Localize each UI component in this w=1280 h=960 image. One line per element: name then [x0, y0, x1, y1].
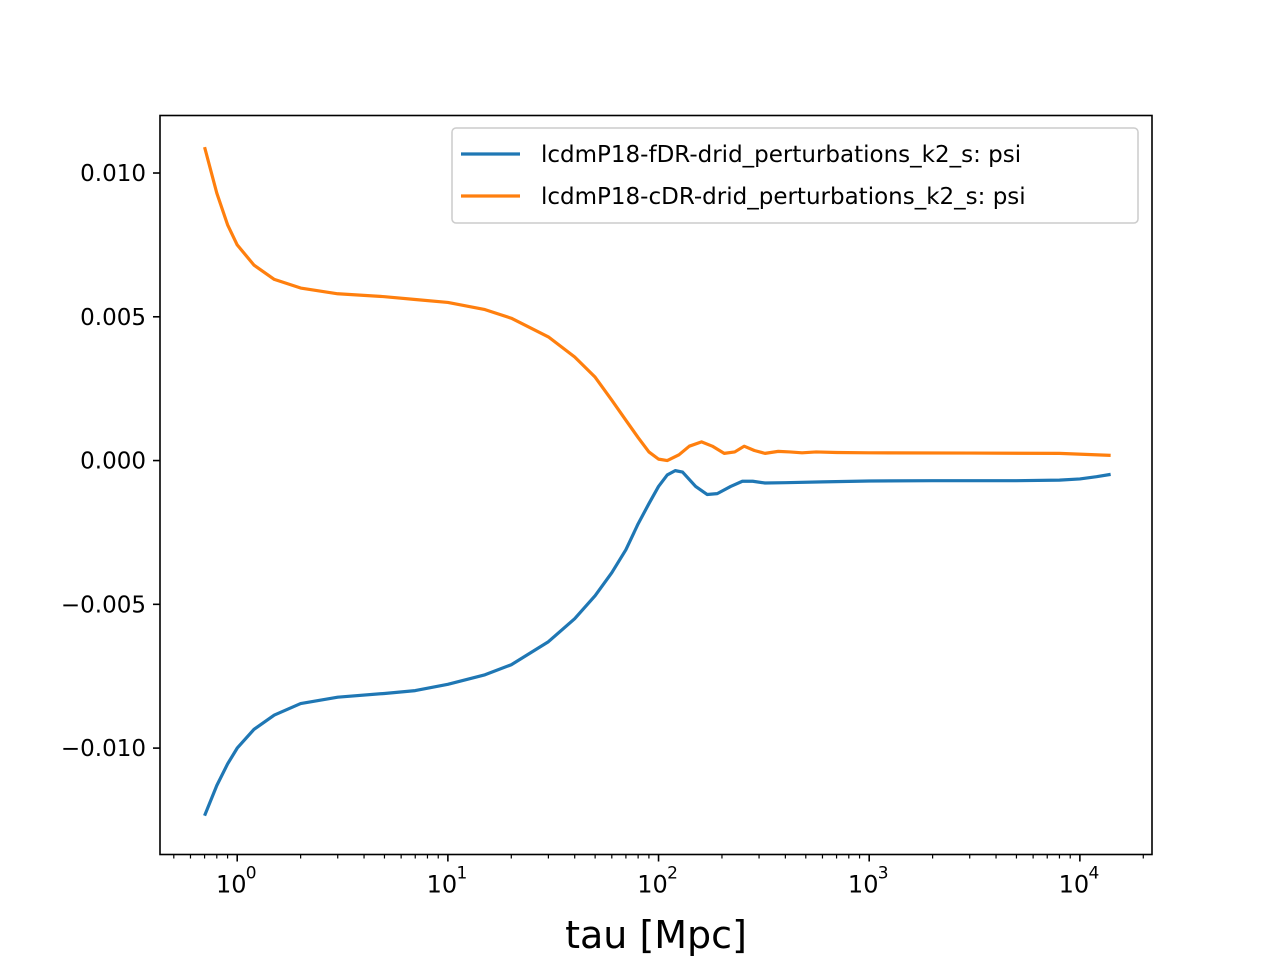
- x-tick-label: 10: [216, 871, 247, 899]
- x-tick-label-exponent: 4: [1088, 864, 1099, 884]
- legend: lcdmP18-fDR-drid_perturbations_k2_s: psi…: [451, 127, 1139, 224]
- y-tick-label: 0.010: [80, 161, 146, 187]
- y-tick-label: −0.005: [61, 592, 146, 618]
- y-tick-label: −0.010: [61, 736, 146, 762]
- x-tick-label-exponent: 1: [456, 864, 467, 884]
- x-tick-label: 10: [427, 871, 458, 899]
- legend-box: [451, 127, 1139, 224]
- plot-area-frame: [159, 114, 1153, 856]
- y-tick-label: 0.005: [80, 305, 146, 331]
- x-tick-label: 10: [1059, 871, 1090, 899]
- x-tick-label-exponent: 0: [246, 864, 257, 884]
- legend-label-1: lcdmP18-fDR-drid_perturbations_k2_s: psi: [541, 142, 1021, 168]
- series-line-2: [203, 146, 1111, 463]
- legend-label-2: lcdmP18-cDR-drid_perturbations_k2_s: psi: [541, 184, 1026, 210]
- x-axis-label: tau [Mpc]: [565, 913, 747, 957]
- y-tick-label: 0.000: [80, 449, 146, 475]
- x-tick-label: 10: [637, 871, 668, 899]
- x-tick-label-exponent: 2: [667, 864, 678, 884]
- x-tick-label: 10: [848, 871, 879, 899]
- series-line-1: [203, 469, 1111, 817]
- x-tick-label-exponent: 3: [878, 864, 889, 884]
